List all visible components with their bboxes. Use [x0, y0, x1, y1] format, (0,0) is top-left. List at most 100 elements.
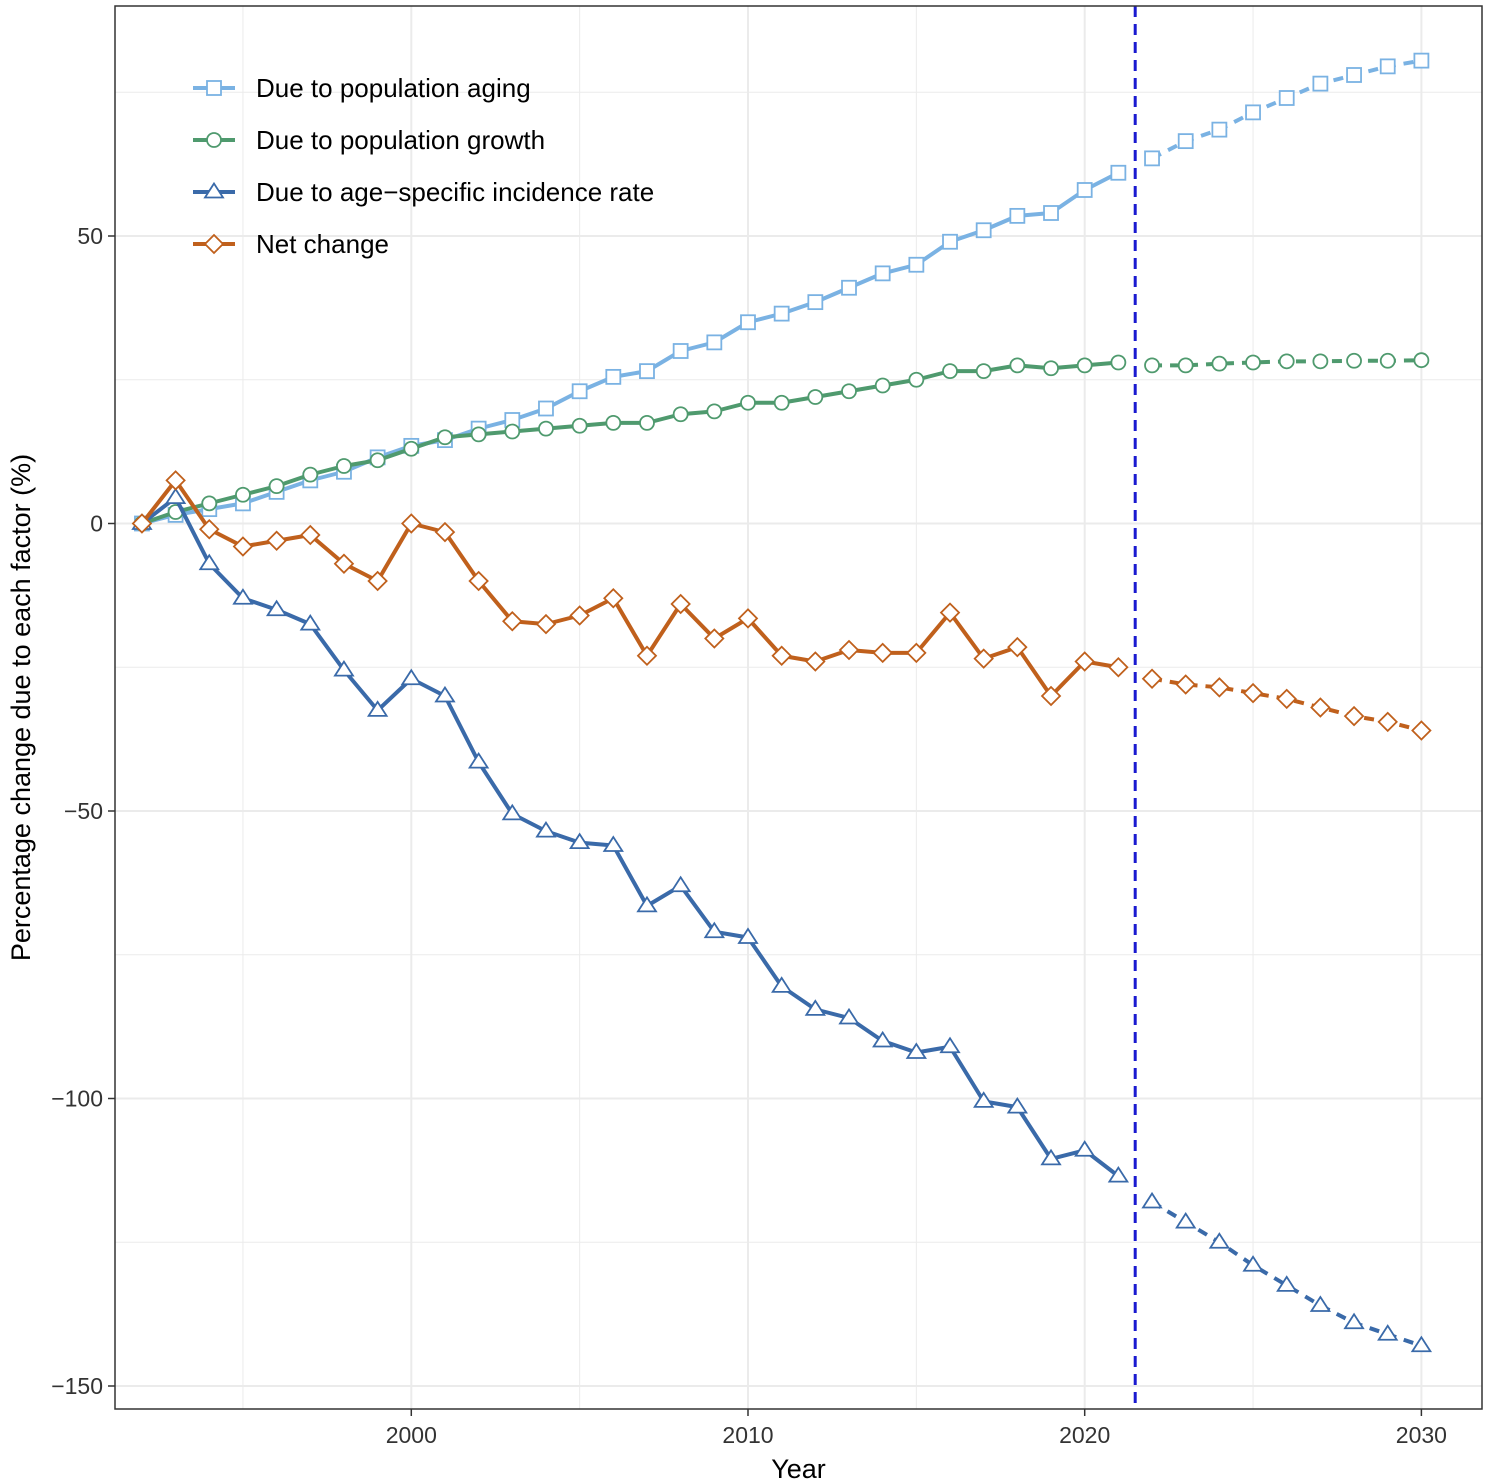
data-point: [639, 363, 655, 380]
data-point: [636, 645, 658, 667]
x-tick-label: 2020: [1059, 1422, 1110, 1448]
projected-data-point: [1343, 705, 1365, 727]
data-point: [737, 927, 759, 944]
projected-data-point: [1144, 150, 1160, 167]
data-point: [571, 417, 588, 434]
projected-data-point: [1312, 353, 1329, 370]
legend-label: Due to population aging: [256, 73, 531, 103]
projected-data-point: [1379, 352, 1396, 369]
data-point: [538, 420, 554, 437]
data-point: [905, 1042, 927, 1059]
legend: Due to population aging Due to population…: [193, 73, 654, 259]
projected-data-point: [1177, 357, 1194, 374]
series-projected-line: [1151, 676, 1422, 733]
data-point: [670, 593, 691, 615]
plot-panel-border: [114, 5, 1483, 1410]
projected-data-point: [1312, 75, 1329, 92]
data-point: [841, 279, 857, 296]
data-point: [1110, 164, 1127, 181]
y-tick-label: −100: [51, 1086, 103, 1112]
data-point: [1043, 205, 1059, 221]
data-point: [434, 521, 456, 543]
data-point: [1040, 1148, 1062, 1166]
data-point: [906, 642, 927, 664]
projected-data-point: [1377, 711, 1398, 733]
data-point: [235, 486, 251, 503]
data-point: [975, 222, 992, 239]
projected-data-point: [1278, 90, 1295, 106]
data-point: [198, 553, 220, 571]
data-point: [470, 426, 487, 443]
legend-label: Net change: [256, 229, 389, 259]
x-tick-label: 2030: [1396, 1422, 1447, 1448]
data-point: [333, 659, 355, 677]
data-point: [841, 383, 857, 400]
data-point: [773, 305, 790, 322]
data-point: [605, 414, 622, 431]
data-point: [164, 487, 187, 505]
data-point: [367, 570, 388, 592]
data-point: [366, 700, 389, 717]
data-point: [1040, 685, 1062, 707]
data-point: [1009, 357, 1026, 374]
projected-data-point: [1209, 677, 1230, 698]
data-point: [1009, 207, 1026, 224]
projected-data-point: [1310, 697, 1331, 718]
data-point: [771, 976, 793, 993]
gridlines: [115, 6, 1482, 1409]
projected-data-point: [1276, 688, 1297, 710]
data-point: [838, 1007, 860, 1025]
data-point: [1110, 354, 1127, 371]
data-point: [1007, 636, 1028, 658]
data-point: [1043, 360, 1059, 377]
data-point: [973, 648, 994, 669]
data-point: [939, 1036, 961, 1054]
projected-data-point: [1377, 1324, 1399, 1341]
data-point: [874, 265, 891, 282]
data-point: [605, 368, 622, 385]
projected-data-point: [1346, 67, 1362, 83]
projected-data-point: [1211, 121, 1228, 138]
data-point: [400, 668, 422, 686]
data-point: [535, 613, 557, 635]
series-observed-line: [139, 495, 1121, 1179]
data-point: [1076, 357, 1093, 374]
data-point: [300, 524, 321, 546]
projected-data-point: [1413, 352, 1430, 369]
projected-data-point: [1276, 1275, 1298, 1292]
data-point: [771, 645, 792, 667]
projected-data-point: [1245, 104, 1261, 121]
data-point: [975, 363, 992, 380]
data-point: [403, 440, 420, 457]
data-point: [939, 602, 961, 623]
projected-data-point: [1379, 58, 1396, 75]
data-point: [773, 394, 790, 411]
data-point: [201, 495, 218, 512]
projected-data-point: [1211, 355, 1228, 372]
data-point: [706, 403, 723, 420]
x-tick-label: 2010: [722, 1422, 773, 1448]
data-point: [838, 639, 860, 661]
data-point: [804, 999, 826, 1016]
data-point: [706, 334, 723, 351]
y-tick-label: −150: [51, 1373, 103, 1399]
data-point: [602, 835, 624, 852]
legend-label: Due to age−specific incidence rate: [256, 177, 654, 207]
data-point: [437, 429, 453, 446]
legend-key-marker: [203, 181, 225, 199]
data-point: [672, 406, 689, 423]
data-point: [603, 587, 624, 609]
legend-key-marker: [206, 80, 222, 96]
data-point: [434, 685, 456, 703]
projected-data-point: [1411, 720, 1432, 741]
projected-data-point: [1175, 1211, 1197, 1229]
data-point: [299, 613, 321, 631]
y-axis-title: Percentage change due to each factor (%): [6, 454, 36, 961]
series-4: [131, 470, 1432, 741]
series-projected-line: [1151, 1200, 1423, 1348]
data-point: [874, 377, 891, 394]
data-point: [908, 371, 925, 388]
data-point: [872, 642, 893, 664]
x-tick-label: 2000: [386, 1422, 437, 1448]
